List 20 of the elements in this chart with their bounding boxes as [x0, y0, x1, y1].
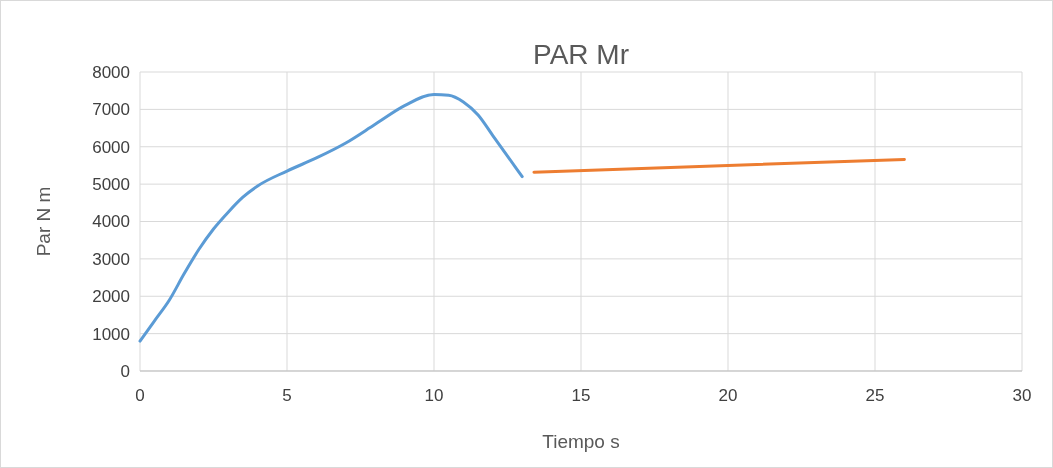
y-axis-title: Par N m — [33, 186, 54, 257]
line-series — [138, 92, 524, 343]
y-tick-label: 6000 — [92, 137, 130, 157]
x-tick-label: 5 — [282, 386, 292, 405]
y-tick-label: 7000 — [92, 100, 130, 120]
x-tick-label: 10 — [424, 386, 444, 405]
x-tick-label: 15 — [571, 386, 591, 405]
x-tick-label: 0 — [135, 386, 145, 405]
chart-title: PAR Mr — [533, 39, 629, 70]
x-tick-label: 20 — [718, 386, 738, 405]
y-tick-label: 8000 — [92, 62, 130, 82]
x-tick-label: 25 — [865, 386, 885, 405]
y-tick-label: 1000 — [92, 324, 130, 344]
x-axis-title: Tiempo s — [542, 431, 620, 452]
y-tick-label: 4000 — [92, 212, 130, 232]
y-tick-label: 3000 — [92, 249, 130, 269]
y-tick-label: 0 — [120, 361, 130, 381]
x-tick-label: 30 — [1012, 386, 1032, 405]
y-tick-label: 5000 — [92, 175, 130, 195]
y-tick-label: 2000 — [92, 287, 130, 307]
